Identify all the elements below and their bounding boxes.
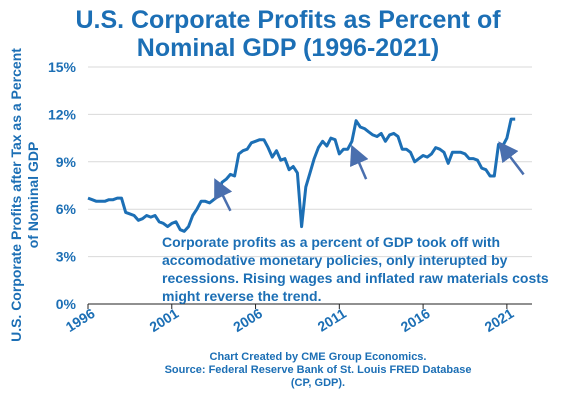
x-axis-ticks: 1996 2001 2006 2011 2016 2021 (63, 304, 517, 335)
x-tick-label: 2016 (398, 305, 433, 335)
x-tick-label: 2001 (146, 305, 181, 335)
source-line-2: Source: Federal Reserve Bank of St. Loui… (164, 364, 472, 376)
y-axis-label-line-2: of Nominal GDP (25, 142, 41, 249)
series-line (87, 117, 516, 233)
chart-title-line-2: Nominal GDP (1996-2021) (136, 34, 440, 62)
y-tick-label: 3% (56, 249, 77, 265)
y-tick-label: 0% (56, 296, 77, 312)
annotation-arrows (214, 141, 525, 212)
y-tick-label: 15% (48, 59, 77, 75)
source-line-3: (CP, GDP). (290, 377, 346, 389)
y-tick-label: 6% (56, 201, 77, 217)
y-tick-label: 12% (48, 106, 77, 122)
x-tick-label: 2021 (482, 305, 517, 335)
y-axis-ticks: 0% 3% 6% 9% 12% 15% (48, 59, 532, 312)
x-tick-label: 2006 (230, 305, 265, 335)
annotation-arrow (350, 144, 369, 180)
chart-title-line-1: U.S. Corporate Profits as Percent of (75, 6, 501, 34)
y-axis-label-line-1: U.S. Corporate Profits after Tax as a Pe… (8, 48, 24, 342)
annotation-text: Corporate profits as a percent of GDP to… (162, 234, 549, 304)
annotation-arrow (498, 141, 525, 176)
annotation-arrow (214, 178, 233, 212)
y-tick-label: 9% (56, 154, 77, 170)
x-tick-label: 2011 (315, 305, 349, 335)
source-line-1: Chart Created by CME Group Economics. (209, 351, 427, 363)
